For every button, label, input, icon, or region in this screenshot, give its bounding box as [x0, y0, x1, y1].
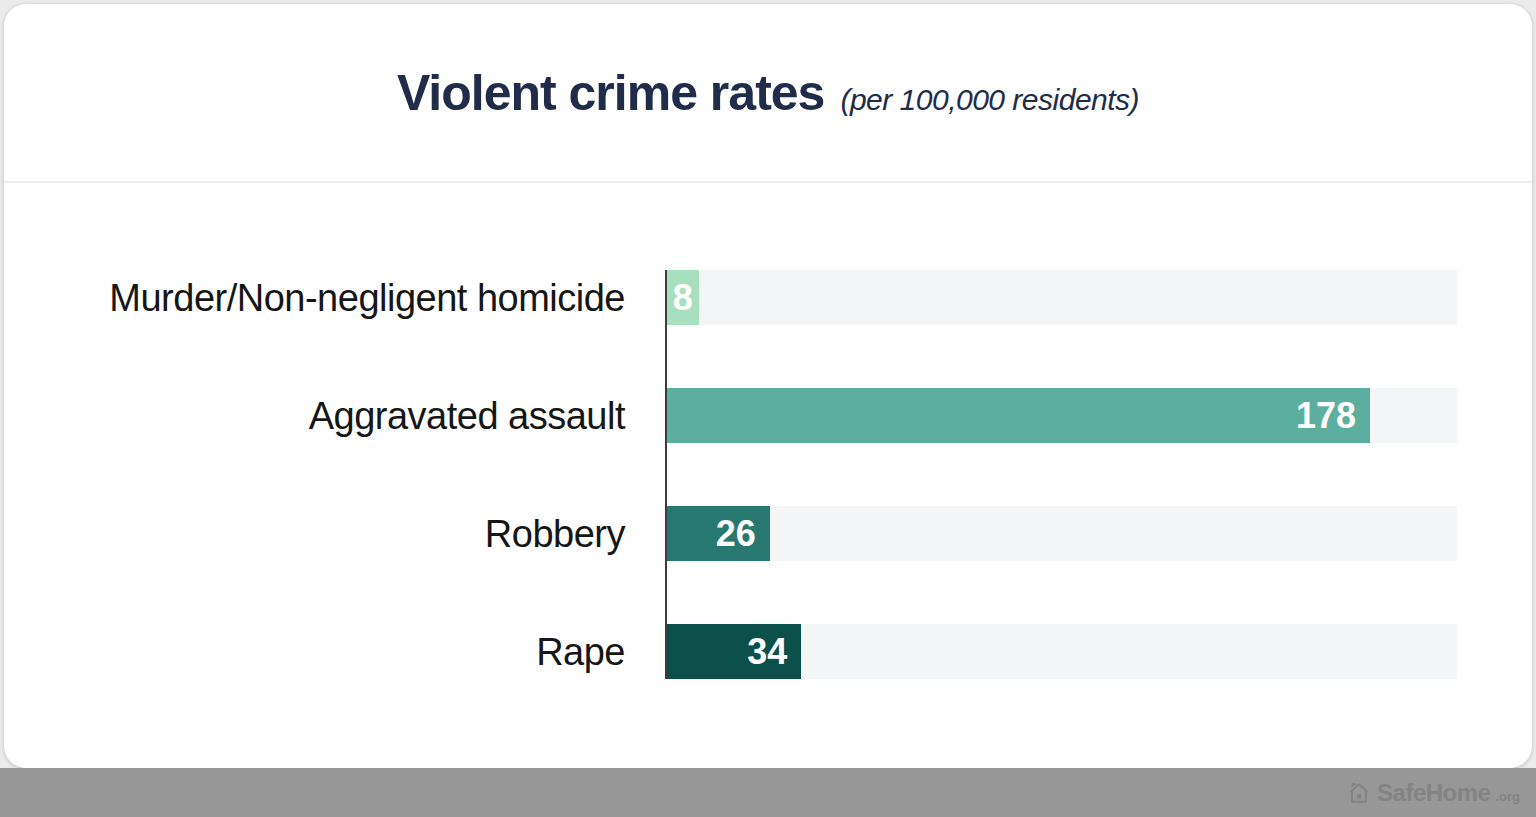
- bar-track: 178: [667, 388, 1457, 443]
- bar-rows: Murder/Non-negligent homicide 8 Aggravat…: [4, 270, 1457, 679]
- bar: 26: [667, 506, 770, 561]
- watermark-band: SafeHome .org: [0, 768, 1536, 817]
- safehome-watermark[interactable]: SafeHome .org: [1346, 779, 1520, 807]
- watermark-tld: .org: [1495, 789, 1520, 804]
- chart-row: Robbery 26: [4, 506, 1457, 561]
- bar-track: 26: [667, 506, 1457, 561]
- chart-header: Violent crime rates (per 100,000 residen…: [4, 4, 1532, 183]
- chart-title: Violent crime rates: [397, 64, 825, 122]
- bar-value-label: 8: [673, 277, 693, 319]
- bar-value-label: 34: [747, 631, 787, 673]
- chart-row: Rape 34: [4, 624, 1457, 679]
- category-label: Robbery: [4, 515, 667, 553]
- chart-card: Violent crime rates (per 100,000 residen…: [4, 4, 1532, 768]
- bar-track: 8: [667, 270, 1457, 325]
- bar: 34: [667, 624, 801, 679]
- watermark-brand: SafeHome: [1377, 779, 1490, 807]
- house-icon: [1346, 780, 1372, 806]
- category-label: Rape: [4, 633, 667, 671]
- chart-row: Aggravated assault 178: [4, 388, 1457, 443]
- y-axis-line: [665, 270, 667, 679]
- category-label: Murder/Non-negligent homicide: [4, 279, 667, 317]
- category-label: Aggravated assault: [4, 397, 667, 435]
- page-background: Violent crime rates (per 100,000 residen…: [0, 0, 1536, 817]
- bar-chart: Murder/Non-negligent homicide 8 Aggravat…: [4, 270, 1457, 679]
- bar: 8: [667, 270, 699, 325]
- chart-row: Murder/Non-negligent homicide 8: [4, 270, 1457, 325]
- bar: 178: [667, 388, 1370, 443]
- bar-value-label: 178: [1296, 395, 1356, 437]
- bar-value-label: 26: [716, 513, 756, 555]
- title-line: Violent crime rates (per 100,000 residen…: [397, 64, 1139, 122]
- bar-track: 34: [667, 624, 1457, 679]
- chart-subtitle: (per 100,000 residents): [840, 83, 1139, 117]
